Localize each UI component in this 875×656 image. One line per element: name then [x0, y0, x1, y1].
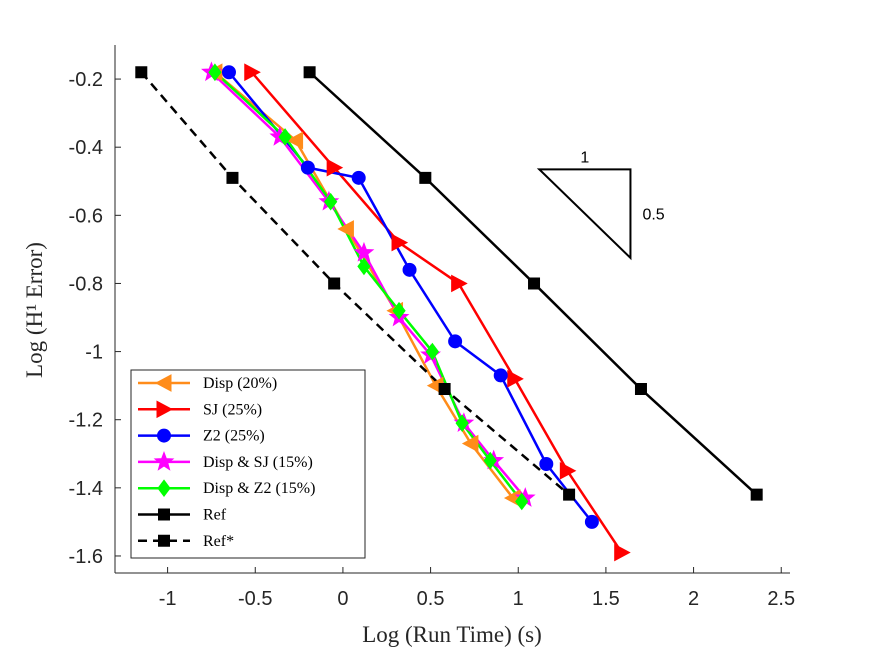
series-4-point: [324, 192, 338, 211]
legend-marker-1: [156, 400, 174, 419]
x-tick-label: -1: [159, 588, 177, 610]
x-tick-label: 0: [337, 588, 348, 610]
series-2-point: [351, 170, 366, 185]
legend-marker-4: [157, 479, 171, 498]
series-2-point: [300, 160, 315, 175]
series-4-point: [515, 492, 529, 511]
legend-label-5: Ref: [203, 507, 227, 524]
series-3-point: [353, 241, 375, 262]
legend-label-2: Z2 (25%): [203, 428, 265, 445]
y-tick-label: -0.2: [69, 69, 103, 91]
series-6-point: [438, 383, 451, 396]
y-tick-label: -1.2: [69, 410, 103, 432]
series-1-point: [507, 369, 524, 388]
legend-label-1: SJ (25%): [203, 401, 262, 418]
x-tick-label: 2: [688, 588, 699, 610]
slope-rise-label: 0.5: [642, 207, 664, 224]
axes: [114, 45, 790, 574]
series-6-point: [135, 66, 148, 79]
series-2-point: [448, 334, 463, 349]
legend-marker-3: [153, 450, 175, 471]
legend-marker-5: [158, 508, 170, 521]
series-2-point: [221, 65, 236, 80]
series-1-point: [559, 461, 577, 480]
legend-marker-2: [157, 428, 171, 443]
series-4-point: [425, 342, 439, 361]
series-5-point: [528, 277, 541, 290]
series-0-point: [286, 131, 304, 150]
y-tick-label: -0.4: [69, 137, 103, 159]
y-tick-label: -1: [85, 342, 103, 364]
series-1-point: [326, 158, 344, 177]
legend-label-3: Disp & SJ (15%): [203, 454, 313, 471]
series-5-point: [419, 171, 432, 184]
x-tick-label: 0.5: [417, 588, 445, 610]
legend-label-0: Disp (20%): [203, 375, 277, 392]
legend-label-4: Disp & Z2 (15%): [203, 480, 315, 497]
x-tick-label: 1: [513, 588, 524, 610]
series-4-point: [208, 63, 222, 82]
series-6-point: [226, 171, 239, 184]
legend-marker-6: [158, 534, 170, 547]
slope-run-label: 1: [580, 149, 589, 166]
x-tick-label: 2.5: [767, 588, 795, 610]
legend-box: [130, 369, 366, 559]
series-4-point: [392, 301, 406, 320]
series-2-point: [493, 368, 508, 383]
x-tick-label: 1.5: [592, 588, 620, 610]
y-tick-label: -0.6: [69, 205, 103, 227]
series-2-point: [402, 262, 417, 277]
series-6-point: [563, 488, 576, 501]
series-6-point: [328, 277, 341, 290]
series-0-point: [337, 220, 354, 238]
series-4-point: [357, 257, 371, 276]
series-markers: [135, 61, 763, 562]
y-axis-title: Log (H¹ Error): [22, 242, 47, 378]
slope-triangle: 10.5: [536, 149, 665, 261]
series-1-point: [391, 233, 409, 252]
series-4-point: [455, 414, 469, 432]
y-tick-label: -0.8: [69, 273, 103, 295]
series-1-point: [244, 63, 261, 82]
x-axis-title: Log (Run Time) (s): [362, 622, 542, 647]
series-4-point: [278, 128, 292, 146]
x-tick-label: -0.5: [238, 588, 272, 610]
legend-label-6: Ref*: [203, 533, 234, 550]
legend-marker-0: [154, 374, 172, 392]
series-1-point: [451, 274, 468, 293]
series-2-point: [539, 456, 554, 471]
series-line-2: [227, 71, 593, 523]
slope-triangle-shape: [536, 168, 632, 261]
legend: Disp (20%) SJ (25%) Z2 (25%) Disp & SJ (15%…: [130, 369, 366, 559]
ticks: -1 -0.5 0 0.5 1 1.5 2 2.5 -1.6 -1.4 -1.2 -1 -0.8 -0.6…: [69, 69, 796, 610]
series-2-point: [584, 514, 599, 529]
series-5-point: [303, 66, 316, 79]
series-5-point: [750, 488, 763, 501]
series-5-point: [634, 383, 647, 396]
y-tick-label: -1.6: [69, 546, 103, 568]
series-0-point: [461, 434, 479, 453]
y-tick-label: -1.4: [69, 478, 103, 500]
series-1-point: [614, 543, 631, 562]
series-4-point: [483, 451, 497, 470]
